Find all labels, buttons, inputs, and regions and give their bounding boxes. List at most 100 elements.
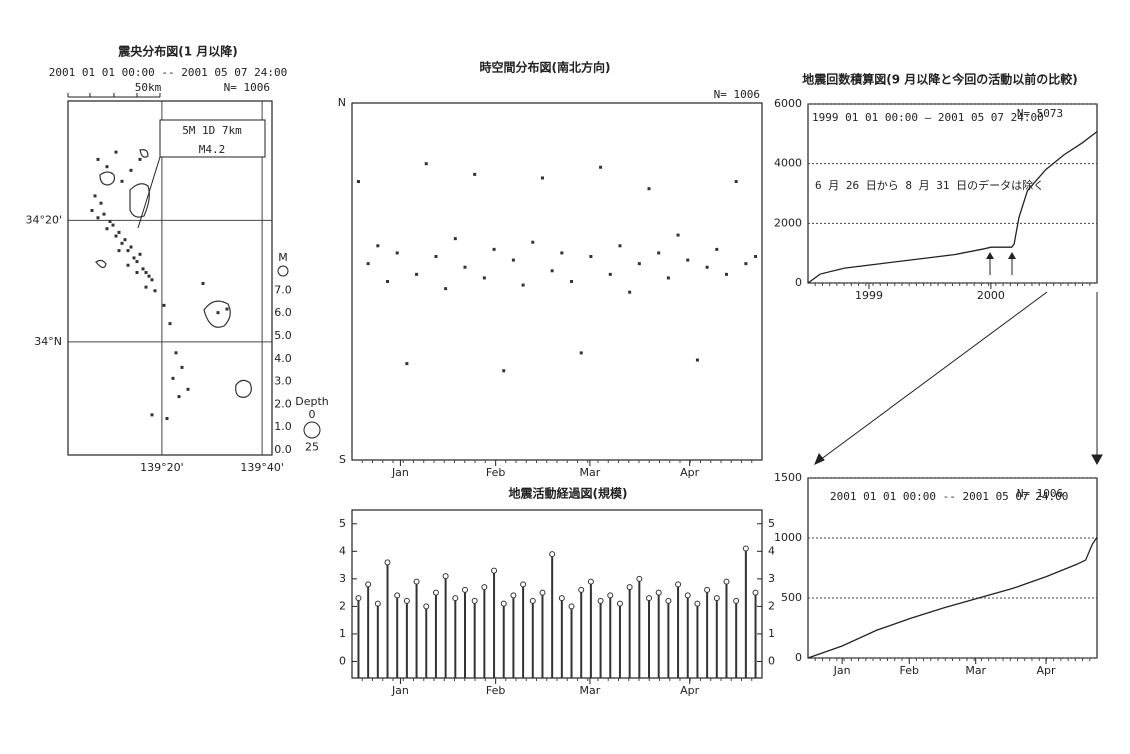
point — [395, 251, 399, 255]
stem-head — [675, 581, 682, 588]
stem-head — [684, 592, 691, 599]
chart-title: 地震回数積算図(9 月以降と今回の活動以前の比較) — [802, 72, 1078, 87]
x-tick-label: Mar — [580, 466, 601, 479]
point — [386, 280, 390, 283]
point — [129, 168, 133, 172]
y2-tick-label: 5 — [768, 517, 775, 530]
y2-tick-label: 1 — [768, 627, 775, 640]
stem-head — [558, 595, 565, 602]
point — [132, 256, 136, 260]
x-tick-label: Mar — [580, 684, 601, 697]
point — [463, 265, 467, 269]
y-tick-label: N — [338, 96, 346, 109]
point — [356, 180, 360, 184]
x-tick-label: 1999 — [855, 289, 883, 302]
stem-head — [616, 600, 623, 607]
point — [180, 365, 184, 369]
point — [502, 369, 506, 373]
stem-head — [655, 589, 662, 596]
point — [138, 252, 142, 256]
point — [521, 283, 525, 287]
point — [108, 219, 112, 223]
point — [637, 262, 641, 266]
chart-subtitle: 2001 01 01 00:00 -- 2001 05 07 24:00 — [830, 490, 1068, 503]
plot-frame — [67, 100, 273, 456]
stem-head — [539, 589, 546, 596]
point — [126, 249, 130, 253]
arrow-head — [1091, 454, 1103, 466]
y-tick-label: 0 — [795, 651, 802, 664]
point — [225, 307, 229, 311]
chart-title: 震央分布図(1 月以降) — [118, 44, 238, 59]
island — [235, 379, 252, 398]
annotation: 6 月 26 日から 8 月 31 日のデータは除く — [815, 178, 1044, 192]
stem-head — [636, 575, 643, 582]
y2-tick-label: 4 — [768, 544, 775, 557]
point — [744, 262, 748, 266]
depth-legend-label: 0 — [309, 408, 316, 421]
point — [715, 247, 719, 251]
event-arrow-head — [1008, 252, 1016, 259]
point — [165, 417, 169, 421]
point — [129, 245, 133, 249]
y-tick-label: 34°N — [34, 335, 62, 348]
point — [141, 267, 145, 271]
point — [434, 255, 438, 259]
y-tick-label: 1000 — [774, 531, 802, 544]
point — [99, 201, 103, 205]
stem-head — [452, 595, 459, 602]
size-legend-label: 7.0 — [274, 283, 292, 296]
stem-head — [355, 595, 362, 602]
chart-title: 地震活動経過図(規模) — [509, 486, 628, 501]
y-tick-label: 1500 — [774, 471, 802, 484]
stem-head — [704, 586, 711, 593]
depth-legend-title: Depth — [295, 395, 329, 408]
point — [114, 234, 118, 238]
arrow-line — [819, 291, 1048, 461]
size-legend-label: 6.0 — [274, 306, 292, 319]
x-tick-label: Apr — [680, 684, 700, 697]
stem-head — [529, 597, 536, 604]
point — [540, 176, 544, 180]
point — [366, 262, 370, 266]
annotation: N= 5073 — [1017, 107, 1063, 120]
point — [123, 238, 127, 242]
stem-head — [694, 600, 701, 607]
stem-head — [461, 586, 468, 593]
size-legend-symbol — [277, 265, 289, 277]
island — [203, 300, 231, 328]
y-tick-label: 0 — [795, 276, 802, 289]
inset-text: 5M 1D 7km — [182, 124, 242, 137]
annotation: N= 1006 — [714, 88, 760, 101]
x-tick-label: Jan — [391, 684, 409, 697]
arrow-head — [814, 453, 825, 465]
stem-head — [394, 592, 401, 599]
chart-subtitle: 2001 01 01 00:00 -- 2001 05 07 24:00 — [49, 66, 287, 79]
size-legend-label: 4.0 — [274, 352, 292, 365]
inset-box — [159, 119, 266, 158]
stem-head — [607, 592, 614, 599]
point — [216, 311, 220, 315]
x-tick-label: Mar — [965, 664, 986, 677]
point — [93, 194, 97, 198]
size-legend-label: 0.0 — [274, 443, 292, 456]
stem-head — [723, 578, 730, 585]
point — [686, 258, 690, 262]
point — [550, 269, 554, 273]
point — [105, 227, 109, 231]
island — [95, 259, 107, 269]
chart-subtitle: 1999 01 01 00:00 — 2001 05 07 24:00 — [812, 111, 1044, 124]
point — [150, 278, 154, 282]
y-tick-label: 0 — [339, 654, 346, 667]
point — [734, 180, 738, 184]
point — [201, 281, 205, 285]
x-tick-label: Jan — [391, 466, 409, 479]
point — [492, 247, 496, 251]
stem-head — [423, 603, 430, 610]
y2-tick-label: 2 — [768, 599, 775, 612]
x-tick-label: 139°40' — [240, 461, 284, 474]
x-tick-label: Apr — [680, 466, 700, 479]
inset-text: M4.2 — [199, 143, 226, 156]
y-tick-label: 5 — [339, 517, 346, 530]
point — [647, 187, 651, 191]
